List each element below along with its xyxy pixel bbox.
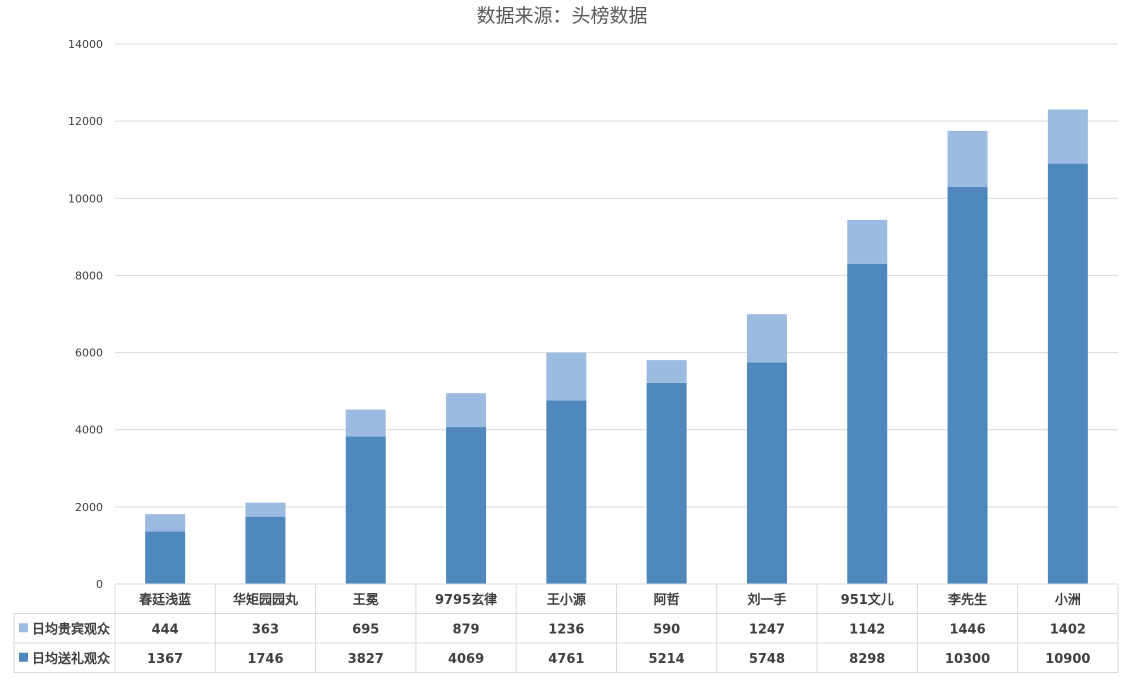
- bar-segment: [947, 186, 988, 584]
- bar-segment: [245, 502, 286, 517]
- category-label: 春廷浅蓝: [138, 592, 191, 608]
- data-value: 590: [653, 622, 680, 637]
- legend-swatch: [19, 652, 28, 662]
- data-value: 1236: [548, 622, 584, 637]
- y-tick-label: 0: [96, 578, 103, 591]
- data-value: 444: [152, 622, 179, 637]
- bar-segment: [145, 514, 186, 532]
- bar-segment: [546, 400, 587, 584]
- bar-segment: [847, 263, 888, 584]
- bar-segment: [1047, 163, 1088, 585]
- data-value: 10300: [945, 652, 990, 667]
- data-value: 8298: [849, 652, 885, 667]
- y-tick-label: 6000: [75, 347, 103, 360]
- bar-segment: [446, 393, 487, 428]
- data-value: 1142: [849, 622, 885, 637]
- bar-segment: [145, 531, 186, 584]
- y-tick-label: 10000: [68, 192, 103, 205]
- category-label: 刘一手: [747, 592, 786, 608]
- category-label: 小洲: [1055, 593, 1081, 608]
- bar-segment: [245, 516, 286, 584]
- bar-segment: [947, 130, 988, 187]
- data-value: 1367: [147, 652, 183, 667]
- data-table: 春廷浅蓝 华矩园园丸 王冕 9795玄律 王小源 阿哲 刘一手 951文儿 李先生 小洲日均贵宾观…: [13, 583, 1119, 673]
- bar-segment: [646, 382, 687, 584]
- data-value: 3827: [348, 652, 384, 667]
- category-label: 951文儿: [841, 592, 894, 608]
- bar-segment: [646, 360, 687, 383]
- chart-title: 数据来源：头榜数据: [476, 5, 647, 27]
- y-tick-label: 2000: [75, 501, 103, 514]
- category-label: 阿哲: [654, 592, 680, 608]
- data-value: 4761: [548, 652, 584, 667]
- legend-swatch: [19, 623, 28, 633]
- data-value: 363: [252, 622, 279, 637]
- data-value: 5214: [649, 652, 685, 667]
- category-label: 王小源: [547, 592, 586, 608]
- bars: [145, 109, 1088, 585]
- bar-segment: [746, 362, 787, 584]
- data-value: 10900: [1045, 652, 1090, 667]
- y-tick-label: 4000: [75, 424, 103, 437]
- data-value: 1402: [1050, 622, 1086, 637]
- bar-segment: [1047, 109, 1088, 164]
- data-value: 695: [352, 622, 379, 637]
- category-label: 王冕: [353, 593, 379, 608]
- bar-segment: [446, 427, 487, 584]
- bar-segment: [345, 409, 386, 437]
- y-tick-label: 14000: [68, 38, 103, 51]
- bar-segment: [746, 314, 787, 363]
- y-tick-label: 8000: [75, 269, 103, 282]
- gridlines: [115, 43, 1118, 508]
- data-value: 1446: [949, 622, 985, 637]
- category-label: 李先生: [947, 592, 987, 608]
- data-value: 1247: [749, 622, 785, 637]
- category-label: 华矩园园丸: [233, 592, 299, 608]
- data-value: 4069: [448, 652, 484, 667]
- data-value: 5748: [749, 652, 785, 667]
- category-label: 9795玄律: [435, 592, 497, 608]
- bar-segment: [546, 352, 587, 401]
- data-value: 879: [452, 622, 479, 637]
- legend-label: 日均送礼观众: [32, 651, 110, 667]
- data-value: 1746: [247, 652, 283, 667]
- y-tick-label: 12000: [68, 115, 103, 128]
- bar-segment: [847, 219, 888, 264]
- bar-segment: [345, 436, 386, 584]
- y-axis-ticks: 0 2000 4000 6000 8000 10000 12000 14000: [68, 38, 103, 591]
- legend-label: 日均贵宾观众: [32, 621, 110, 637]
